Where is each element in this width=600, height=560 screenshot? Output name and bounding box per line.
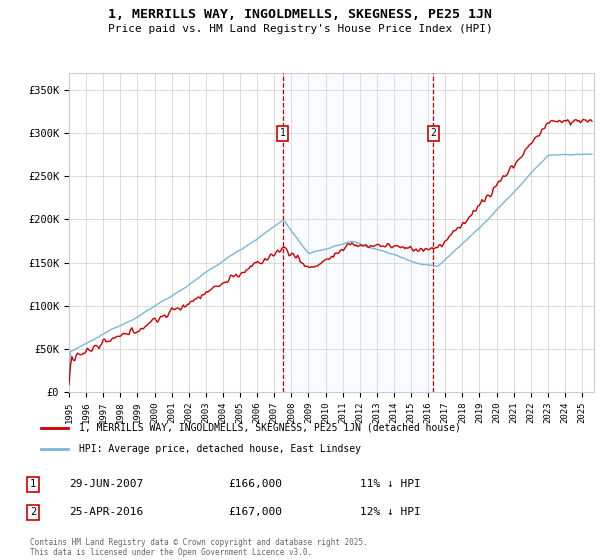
Text: Contains HM Land Registry data © Crown copyright and database right 2025.
This d: Contains HM Land Registry data © Crown c… [30,538,368,557]
Text: £167,000: £167,000 [228,507,282,517]
Text: 11% ↓ HPI: 11% ↓ HPI [360,479,421,489]
Text: Price paid vs. HM Land Registry's House Price Index (HPI): Price paid vs. HM Land Registry's House … [107,24,493,34]
Text: 2: 2 [430,128,436,138]
Text: 29-JUN-2007: 29-JUN-2007 [69,479,143,489]
Text: 1, MERRILLS WAY, INGOLDMELLS, SKEGNESS, PE25 1JN (detached house): 1, MERRILLS WAY, INGOLDMELLS, SKEGNESS, … [79,423,460,433]
Text: 12% ↓ HPI: 12% ↓ HPI [360,507,421,517]
Text: HPI: Average price, detached house, East Lindsey: HPI: Average price, detached house, East… [79,444,361,454]
Text: £166,000: £166,000 [228,479,282,489]
Text: 1, MERRILLS WAY, INGOLDMELLS, SKEGNESS, PE25 1JN: 1, MERRILLS WAY, INGOLDMELLS, SKEGNESS, … [108,8,492,21]
Text: 25-APR-2016: 25-APR-2016 [69,507,143,517]
Bar [283,73,433,392]
Text: 1: 1 [280,128,286,138]
Text: 1: 1 [30,479,36,489]
Text: 2: 2 [30,507,36,517]
